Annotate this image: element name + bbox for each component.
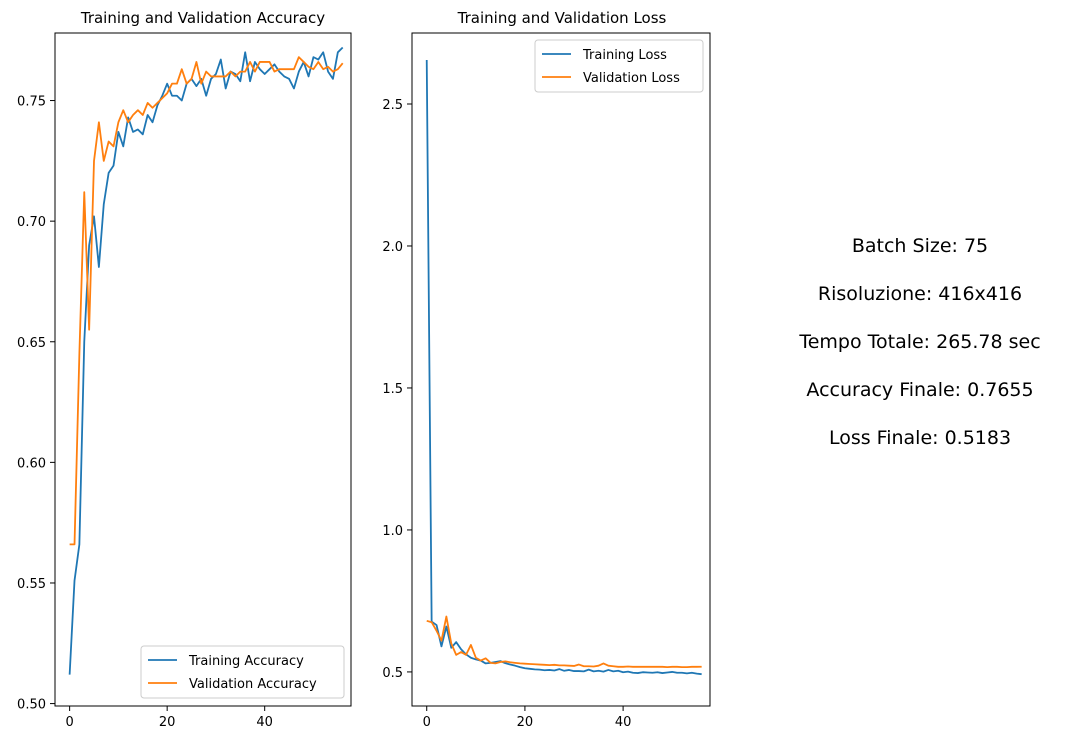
- accuracy-x-tick-label: 0: [65, 715, 73, 730]
- loss-y-tick-label: 2.0: [382, 240, 403, 255]
- info-final-loss: Loss Finale: 0.5183: [828, 427, 1012, 449]
- loss-series-line-training: [425, 59, 702, 676]
- accuracy-series: [68, 46, 344, 675]
- loss-legend: Training Loss Validation Loss: [534, 39, 704, 93]
- loss-x-tick-label: 0: [423, 715, 431, 730]
- loss-y-tick-label: 1.5: [382, 382, 403, 397]
- accuracy-series-line-validation: [69, 56, 344, 546]
- legend-label-training-loss: Training Loss: [582, 48, 667, 63]
- legend-label-validation-loss: Validation Loss: [583, 71, 680, 86]
- loss-plot-area: [411, 32, 711, 707]
- accuracy-x-axis: 0 20 40: [65, 706, 273, 730]
- loss-y-tick-label: 1.0: [382, 524, 403, 539]
- info-total-time: Tempo Totale: 265.78 sec: [799, 331, 1041, 353]
- accuracy-y-axis: 0.50 0.55 0.60 0.65 0.70 0.75: [17, 95, 55, 713]
- loss-series-line-validation: [426, 615, 702, 668]
- loss-y-tick-label: 2.5: [382, 98, 403, 113]
- info-batch-size: Batch Size: 75: [851, 235, 989, 257]
- accuracy-legend-box: [140, 645, 345, 699]
- accuracy-x-tick-label: 20: [159, 715, 176, 730]
- info-resolution: Risoluzione: 416x416: [817, 283, 1023, 305]
- loss-plot: Training and Validation Loss 0 20 40 0.5 1.…: [382, 9, 711, 730]
- accuracy-y-tick-label: 0.60: [17, 456, 46, 471]
- loss-x-tick-label: 20: [517, 715, 534, 730]
- accuracy-y-tick-label: 0.50: [17, 698, 46, 713]
- loss-series: [425, 59, 702, 676]
- accuracy-plot-title: Training and Validation Accuracy: [80, 9, 325, 27]
- loss-plot-title: Training and Validation Loss: [457, 9, 667, 27]
- loss-y-tick-label: 0.5: [382, 666, 403, 681]
- accuracy-y-tick-label: 0.70: [17, 215, 46, 230]
- legend-label-training-accuracy: Training Accuracy: [188, 654, 304, 669]
- loss-y-axis: 0.5 1.0 1.5 2.0 2.5: [382, 98, 412, 681]
- accuracy-x-tick-label: 40: [256, 715, 273, 730]
- accuracy-y-tick-label: 0.75: [17, 95, 46, 110]
- accuracy-legend: Training Accuracy Validation Accuracy: [140, 645, 345, 699]
- accuracy-y-tick-label: 0.55: [17, 577, 46, 592]
- accuracy-plot: Training and Validation Accuracy 0 20 40 0…: [17, 9, 352, 730]
- info-final-accuracy: Accuracy Finale: 0.7655: [806, 379, 1034, 401]
- accuracy-y-tick-label: 0.65: [17, 336, 46, 351]
- loss-x-axis: 0 20 40: [423, 706, 632, 730]
- loss-x-tick-label: 40: [615, 715, 632, 730]
- loss-legend-box: [534, 39, 704, 93]
- legend-label-validation-accuracy: Validation Accuracy: [189, 677, 317, 692]
- accuracy-series-line-training: [68, 46, 344, 675]
- accuracy-plot-area: [54, 32, 352, 707]
